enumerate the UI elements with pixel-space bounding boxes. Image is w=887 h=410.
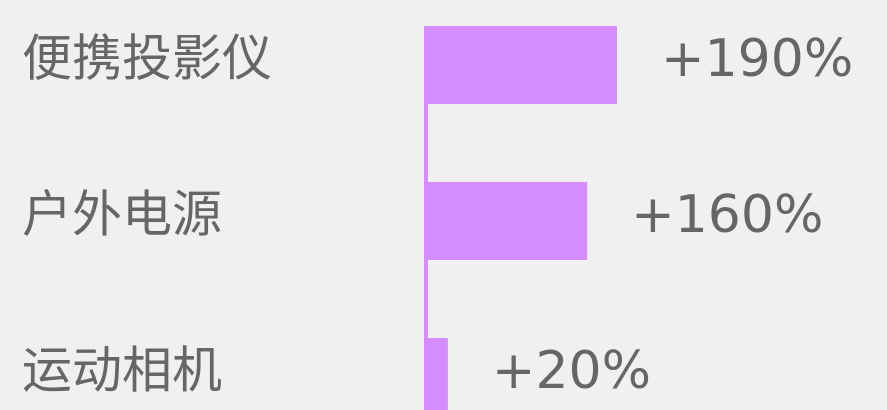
- category-label: 户外电源: [22, 186, 222, 244]
- category-label: 便携投影仪: [22, 30, 272, 88]
- value-label: +20%: [492, 341, 651, 401]
- value-label: +190%: [661, 29, 853, 89]
- bar: [428, 338, 448, 410]
- value-label: +160%: [631, 185, 823, 245]
- bar: [428, 182, 588, 260]
- bar: [428, 26, 617, 104]
- axis-line: [424, 26, 428, 410]
- category-label: 运动相机: [22, 342, 222, 400]
